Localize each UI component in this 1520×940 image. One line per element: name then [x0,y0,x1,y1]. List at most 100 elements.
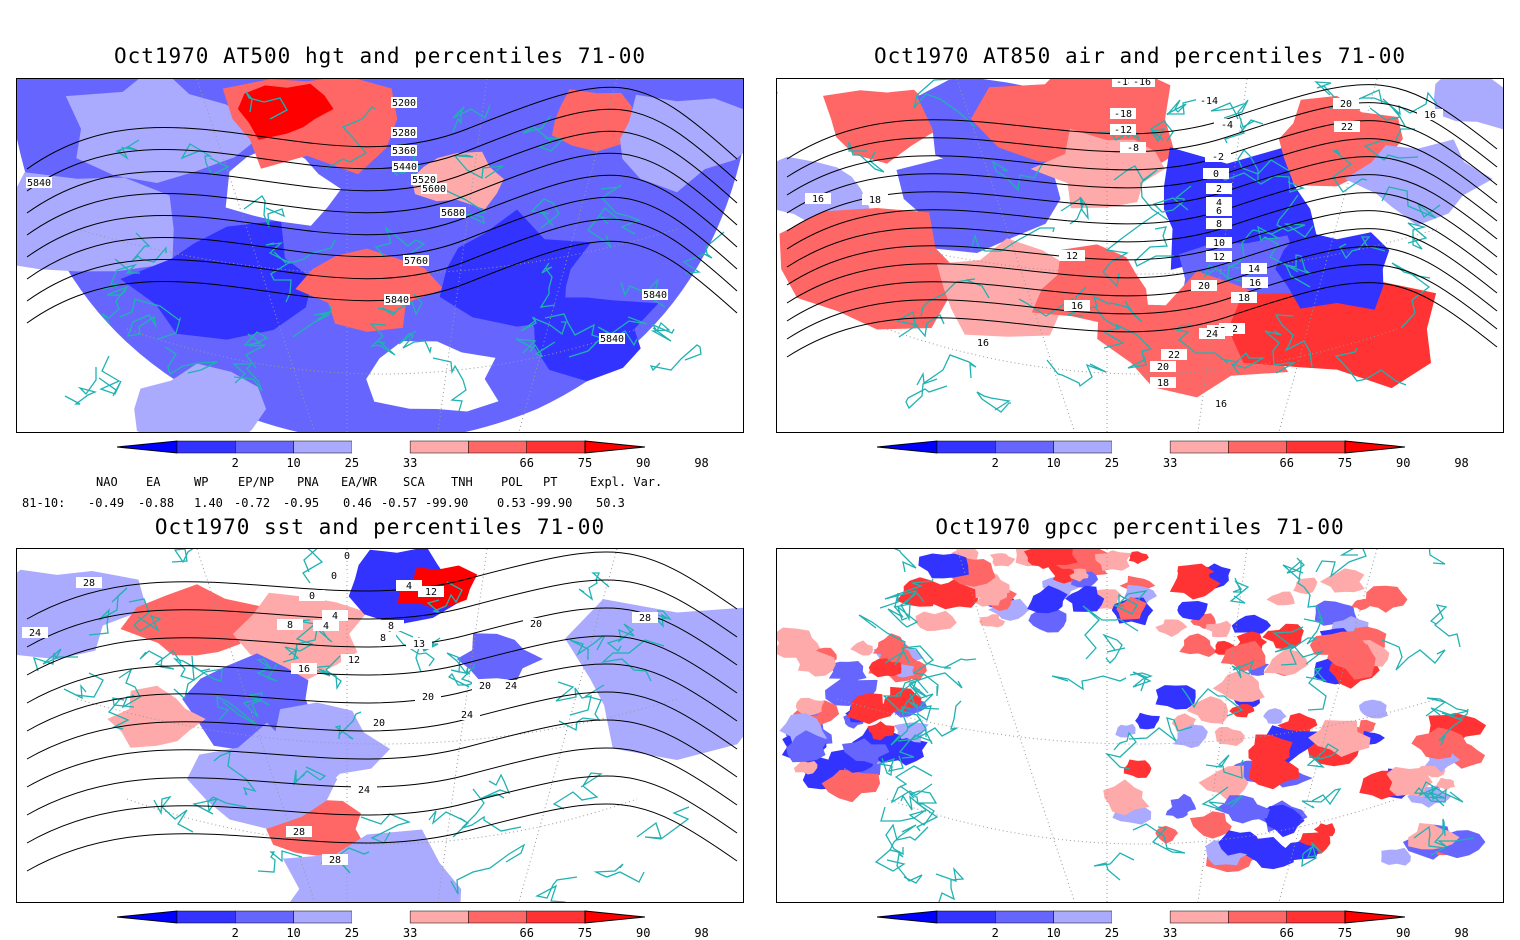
contour-line [26,108,738,192]
index-header-explvar: Expl. Var. [590,475,663,489]
coastline [597,316,648,347]
contour-label: 4 [323,621,329,632]
coastline [1175,324,1229,364]
coastline [1425,697,1469,717]
precip-anomaly [828,661,867,682]
colorbar-sst: 2 10 25 33 66 75 90 98 [116,910,709,940]
coastline [446,652,471,676]
panel-title-sst: Oct1970 sst and percentiles 71-00 [154,515,606,539]
coastline [1301,788,1342,809]
contour-label-bg [1206,205,1232,216]
colorbar-tick-label: 25 [1104,926,1120,940]
contour-label: 20 [530,619,542,630]
colorbar-segment [293,910,353,924]
contour-label: 6 [1216,206,1222,217]
index-row-label: 81-10: [22,496,66,510]
colorbar-tick-label: 25 [344,456,360,470]
precip-anomaly [1177,601,1208,621]
contour-line [26,775,738,844]
index-header-pol: POL [501,475,523,489]
contour-label: 4 [1216,198,1222,209]
coastline [901,645,939,697]
coastline [606,623,635,652]
anomaly-shading [1275,230,1390,310]
contour-label: 8 [380,633,386,644]
precip-anomaly [1135,712,1160,730]
colorbar-tick-label: 2 [991,926,999,940]
contour-label: 28 [329,855,341,866]
anomaly-shading [120,584,261,656]
contour-label: 16 [812,194,824,205]
coastline [1363,128,1419,161]
precip-anomaly [1359,719,1376,733]
coastline [539,262,556,308]
coastline [649,344,702,372]
coastline [1301,840,1323,868]
index-header-nao: NAO [96,475,118,489]
colorbar-tick-label: 75 [577,926,593,940]
precip-anomaly [842,738,890,766]
coastline [33,648,78,672]
contour-line [786,84,1498,160]
contour-label: 5520 [412,175,436,186]
precip-anomaly [1277,712,1318,738]
coastline [885,823,929,856]
index-value-eawr: 0.46 [343,496,372,510]
colorbar-upper-arrow [1344,440,1406,454]
contour-line [786,156,1498,232]
precip-anomaly [1262,623,1304,650]
colorbar-segment [1228,440,1287,454]
contour-label-bg [391,97,417,108]
precip-anomaly [1365,585,1408,613]
coastline [1201,786,1243,811]
precip-anomaly [846,693,897,725]
colorbar-tick-label: 33 [1162,926,1178,940]
coastline [1149,120,1174,143]
contour-label: 22 [1168,350,1180,361]
precip-anomaly [1214,726,1245,746]
contour-label-bg [321,570,347,581]
precip-anomaly [1293,577,1318,595]
contour-line [786,138,1498,214]
contour-label-bg [523,618,549,629]
coastline [882,678,929,737]
contour-label-bg [1206,237,1232,248]
contour-label: 20 [1340,99,1352,110]
contour-line [26,579,738,648]
contour-label-bg [1242,277,1268,288]
precip-anomaly [1116,596,1147,620]
contour-label-bg [366,717,392,728]
precip-anomaly [1408,823,1460,850]
precip-anomaly [1128,551,1149,565]
contour-label-bg [406,638,432,649]
colorbar-tick-label: 33 [1162,456,1178,470]
contour-line [26,551,738,620]
contour-label: 24 [505,681,517,692]
meridian-line [956,549,1076,902]
contour-label: 10 [1213,238,1225,249]
contour-label-bg [26,177,52,188]
contour-label-bg [391,145,417,156]
colorbar-tick-label: 2 [231,926,239,940]
coastline [288,627,333,660]
coastlines [848,79,1441,413]
precip-anomaly [1024,549,1056,567]
contour-line [26,747,738,816]
contour-label-bg [286,826,312,837]
coastline [1280,616,1323,666]
precip-anomaly [1231,614,1271,634]
precip-anomaly [1179,633,1217,657]
anomaly-shading [529,297,659,382]
contour-label-bg [370,632,396,643]
colorbar-tick-label: 2 [991,456,999,470]
contour-label: 22 [1341,122,1353,133]
precip-anomaly [867,721,895,741]
coastline [1060,196,1089,225]
contour-label-bg [341,654,367,665]
colorbar-tick-label: 10 [1046,926,1061,940]
meridian-line [1197,79,1248,432]
coastline [544,313,603,358]
colorbar-tick-label: 90 [1396,456,1411,470]
colorbar-tick-label: 33 [402,456,418,470]
